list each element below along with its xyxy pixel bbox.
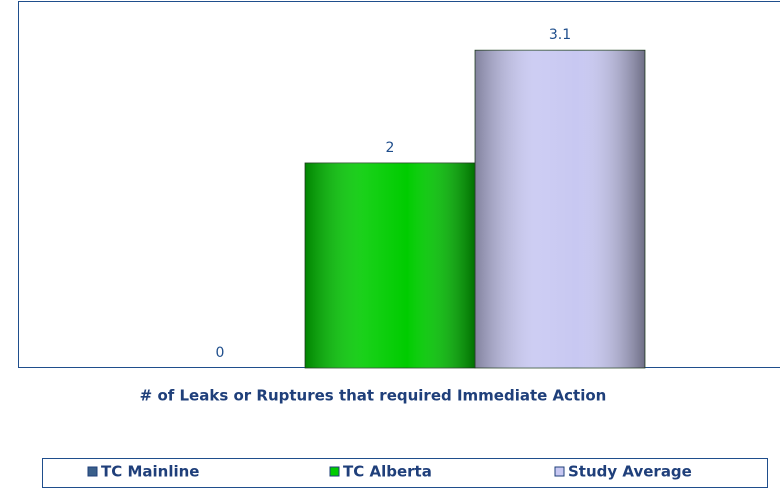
value-label: 3.1	[549, 27, 571, 43]
legend-swatch	[554, 466, 565, 477]
bar-shade	[305, 162, 475, 368]
legend-frame	[42, 458, 768, 488]
value-label: 2	[386, 140, 395, 156]
legend-label: Study Average	[568, 463, 692, 481]
legend-label: TC Mainline	[101, 463, 199, 481]
value-label: 0	[216, 345, 225, 361]
legend-swatch	[87, 466, 98, 477]
legend-label: TC Alberta	[343, 463, 432, 481]
category-label: # of Leaks or Ruptures that required Imm…	[140, 387, 607, 405]
bar-shade	[475, 50, 645, 368]
legend-swatch	[329, 466, 340, 477]
